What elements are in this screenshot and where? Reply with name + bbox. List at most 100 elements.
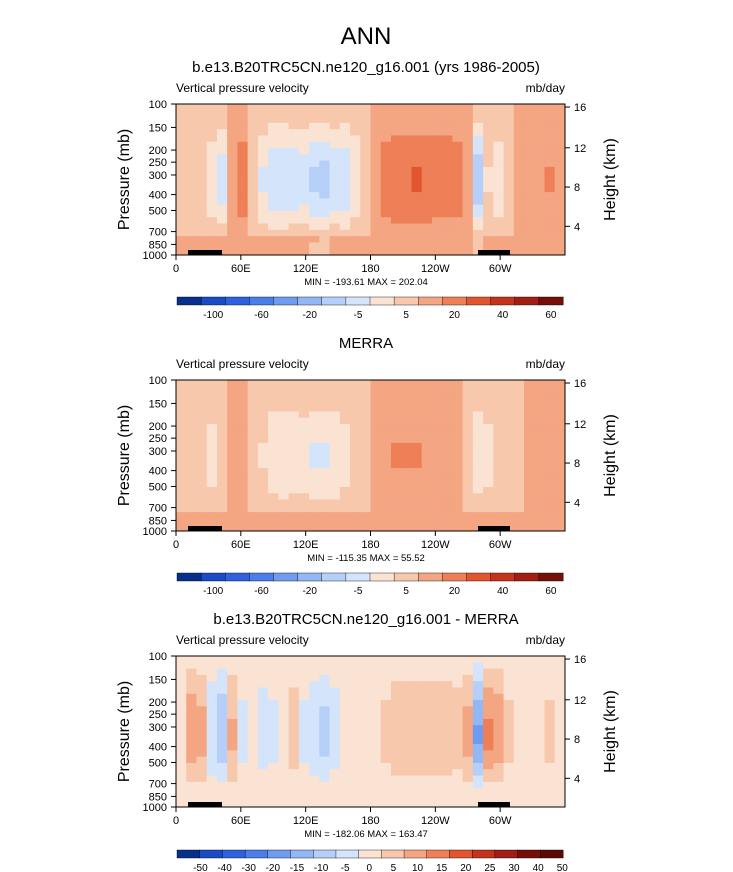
field-cell: [319, 129, 331, 137]
field-cell: [452, 744, 464, 751]
field-cell: [329, 706, 341, 714]
field-cell: [493, 229, 505, 237]
field-cell: [452, 398, 464, 406]
field-cell: [401, 493, 413, 501]
field-cell: [442, 166, 453, 174]
field-cell: [534, 405, 546, 413]
field-cell: [278, 756, 290, 764]
field-cell: [524, 712, 535, 720]
colorbar-bin: [290, 849, 314, 859]
field-cell: [431, 693, 443, 701]
field-cell: [339, 217, 351, 225]
field-cell: [544, 524, 556, 531]
field-cell: [390, 436, 402, 444]
field-cell: [257, 718, 269, 726]
field-cell: [401, 424, 413, 431]
ytick-right-label: 4: [574, 773, 580, 785]
field-cell: [442, 750, 453, 758]
field-cell: [524, 173, 535, 181]
field-cell: [524, 461, 535, 469]
colorbar-label: -30: [241, 863, 256, 872]
field-cell: [370, 242, 382, 250]
field-cell: [298, 386, 310, 394]
field-cell: [554, 204, 565, 212]
field-cell: [288, 217, 300, 225]
field-cell: [298, 192, 310, 199]
field-cell: [380, 788, 392, 796]
field-cell: [278, 192, 290, 199]
field-cell: [503, 223, 515, 231]
field-cell: [247, 455, 259, 463]
field-cell: [442, 756, 453, 764]
field-cell: [431, 668, 443, 676]
field-cell: [339, 204, 351, 212]
field-cell: [483, 788, 494, 796]
field-cell: [268, 762, 279, 770]
field-cell: [329, 486, 341, 494]
colorbar-bin: [538, 572, 564, 582]
field-cell: [298, 242, 310, 250]
ylabel-right: Height (km): [602, 690, 619, 773]
field-cell: [401, 706, 413, 714]
field-cell: [493, 794, 505, 802]
field-cell: [472, 405, 484, 413]
field-cell: [350, 229, 361, 237]
field-cell: [206, 468, 218, 475]
field-cell: [257, 700, 269, 707]
panel-3: b.e13.B20TRC5CN.ne120_g16.001 - MERRAVer…: [116, 611, 619, 872]
field-cell: [309, 781, 320, 789]
field-cell: [309, 731, 320, 739]
field-cell: [411, 706, 423, 714]
field-cell: [503, 116, 515, 124]
field-cell: [186, 693, 198, 701]
field-cell: [503, 731, 515, 739]
field-cell: [206, 198, 218, 206]
field-cell: [216, 731, 228, 739]
field-cell: [257, 210, 269, 218]
field-cell: [339, 398, 351, 406]
field-cell: [421, 486, 433, 494]
field-cell: [544, 417, 556, 425]
field-cell: [268, 198, 279, 206]
field-cell: [186, 505, 198, 513]
field-cell: [206, 687, 218, 695]
field-cell: [544, 242, 556, 250]
field-cell: [380, 700, 392, 707]
field-cell: [493, 461, 505, 469]
field-cell: [288, 762, 300, 770]
field-cell: [442, 141, 453, 149]
field-cell: [472, 449, 484, 457]
field-cell: [227, 229, 239, 237]
field-cell: [483, 398, 494, 406]
field-cell: [237, 449, 249, 457]
field-cell: [483, 141, 494, 149]
field-cell: [237, 762, 249, 770]
field-cell: [360, 217, 372, 225]
field-cell: [350, 104, 361, 111]
field-cell: [483, 731, 494, 739]
field-cell: [319, 411, 331, 419]
field-cell: [206, 706, 218, 714]
field-cell: [493, 392, 505, 400]
field-cell: [554, 762, 565, 770]
field-cell: [339, 141, 351, 149]
field-cell: [196, 762, 208, 770]
field-cell: [288, 794, 300, 802]
field-cell: [360, 129, 372, 137]
panel-left-label: Vertical pressure velocity: [176, 357, 309, 371]
field-cell: [339, 762, 351, 770]
field-cell: [350, 223, 361, 231]
field-cell: [503, 788, 515, 796]
field-cell: [319, 474, 331, 482]
field-cell: [544, 468, 556, 475]
field-cell: [216, 480, 228, 488]
field-cell: [370, 442, 382, 450]
field-cell: [339, 731, 351, 739]
field-cell: [247, 512, 259, 520]
field-cell: [554, 656, 565, 663]
field-cell: [247, 486, 259, 494]
field-cell: [350, 681, 361, 689]
field-cell: [493, 386, 505, 394]
field-cell: [370, 122, 382, 130]
field-cell: [544, 769, 556, 777]
